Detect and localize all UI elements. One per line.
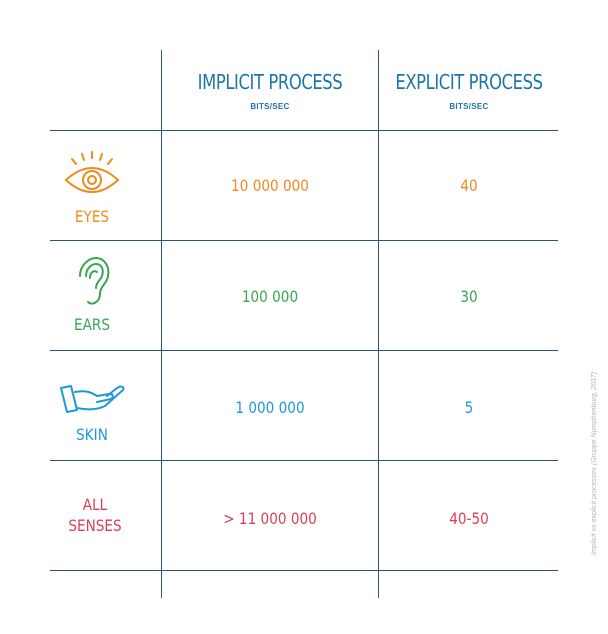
- sense-label-senses: SENSES: [68, 516, 122, 535]
- implicit-process-title: IMPLICIT PROCESS: [197, 70, 343, 94]
- explicit-process-unit: BITS/SEC: [449, 102, 489, 111]
- explicit-process-header: EXPLICIT PROCESS BITS/SEC: [379, 70, 559, 111]
- sense-eyes: EYES: [52, 150, 132, 227]
- eye-icon: [52, 150, 132, 196]
- sense-label-all: ALL: [82, 495, 108, 514]
- ears-implicit-value: 100 000: [241, 287, 299, 306]
- column-divider-right: [378, 50, 379, 598]
- ear-icon: [52, 256, 132, 308]
- eyes-explicit-value: 40: [460, 176, 478, 195]
- row-divider-senses: [50, 570, 558, 571]
- sense-label-ears: EARS: [74, 315, 110, 334]
- sense-label-eyes: EYES: [74, 207, 110, 226]
- skin-implicit-value: 1 000 000: [235, 398, 305, 417]
- hand-icon: [52, 380, 132, 414]
- explicit-process-title: EXPLICIT PROCESS: [395, 70, 543, 94]
- eyes-implicit-value: 10 000 000: [231, 176, 309, 195]
- row-divider-eyes: [50, 240, 558, 241]
- sense-label-skin: SKIN: [76, 425, 108, 444]
- all-senses-explicit-value: 40-50: [449, 509, 489, 528]
- ears-explicit-value: 30: [460, 287, 478, 306]
- row-divider-header: [50, 130, 558, 131]
- all-senses-implicit-value: > 11 000 000: [223, 509, 317, 528]
- row-divider-ears: [50, 350, 558, 351]
- implicit-process-unit: BITS/SEC: [250, 102, 290, 111]
- source-credit: Implicit vs explicit processes (Gruppe N…: [591, 371, 598, 555]
- skin-explicit-value: 5: [464, 398, 474, 417]
- sense-ears: EARS: [52, 256, 132, 335]
- sense-all-senses: ALL SENSES: [52, 494, 138, 536]
- implicit-process-header: IMPLICIT PROCESS BITS/SEC: [162, 70, 378, 111]
- sense-skin: SKIN: [52, 380, 132, 445]
- column-divider-left: [161, 50, 162, 598]
- row-divider-skin: [50, 460, 558, 461]
